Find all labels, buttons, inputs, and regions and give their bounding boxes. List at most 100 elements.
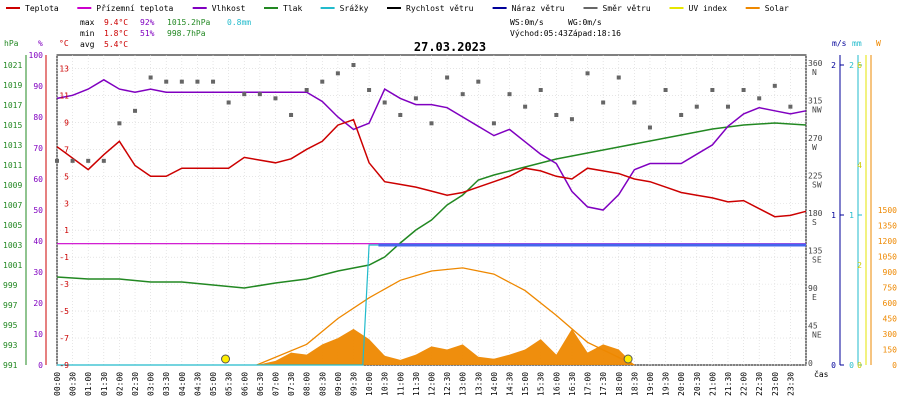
wind-direction-point [554, 113, 559, 117]
series-lines [56, 78, 807, 366]
pct-tick-label: 20 [33, 299, 43, 308]
wind-direction-point [55, 158, 59, 163]
solar-tick-label: 0 [892, 361, 897, 370]
solar-tick-label: 300 [883, 330, 898, 339]
wind-direction-point [616, 75, 621, 80]
solar-tick-label: 1200 [878, 237, 897, 246]
hpa-unit: hPa [4, 39, 19, 48]
legend-item: Směr větru [603, 4, 651, 13]
hpa-tick-label: 993 [3, 341, 18, 350]
time-tick-label: 10:30 [381, 372, 390, 396]
temp-unit: °C [59, 39, 69, 48]
time-tick-label: 05:00 [209, 372, 218, 396]
uv-marker [623, 354, 633, 364]
wind-direction-point [460, 92, 465, 97]
time-tick-label: 01:00 [84, 372, 93, 396]
wind-direction-point [304, 88, 309, 92]
time-tick-label: 08:30 [318, 372, 327, 396]
temp-tick-label: 1 [64, 226, 69, 235]
time-tick-label: 00:00 [53, 372, 62, 396]
solar-area [256, 328, 635, 365]
time-tick-label: 00:30 [69, 372, 78, 396]
mm-unit: mm [852, 39, 862, 48]
wind-direction-point [585, 71, 590, 76]
time-tick-label: 09:00 [334, 372, 343, 396]
x-axis-label: čas [814, 369, 829, 379]
time-tick-label: 23:30 [786, 372, 795, 396]
uv-tick-label: 4 [857, 161, 862, 170]
dir-tick-label: SW [812, 181, 822, 190]
solar-tick-label: 450 [883, 315, 898, 324]
dir-tick-label: S [812, 218, 817, 227]
wind-direction-point [148, 75, 153, 80]
time-tick-label: 04:00 [178, 372, 187, 396]
stat-max-temp: 9.4°C [104, 18, 128, 27]
dir-tick-label: SE [812, 256, 822, 265]
ms-tick-label: 0 [831, 361, 836, 370]
wind-direction-point [647, 125, 652, 130]
ms-tick-label: 1 [831, 211, 836, 220]
temp-tick-label: -9 [59, 361, 69, 370]
wind-direction-point [101, 158, 106, 163]
dir-tick-value: 45 [808, 322, 818, 331]
dir-tick-value: 180 [808, 209, 823, 218]
pct-tick-label: 60 [33, 175, 43, 184]
stat-avg-temp: 5.4°C [104, 40, 128, 49]
wind-direction-point [710, 88, 715, 92]
mm-tick-label: 1 [849, 211, 854, 220]
chart-title: 27.03.2023 [414, 40, 486, 54]
pct-tick-label: 100 [29, 51, 44, 60]
dir-tick-label: NE [812, 331, 822, 340]
time-tick-label: 03:00 [147, 372, 156, 396]
solar-tick-label: 750 [883, 284, 898, 293]
time-tick-label: 19:00 [646, 372, 655, 396]
uv-tick-label: 0 [857, 361, 862, 370]
legend-item: Přízemní teplota [96, 4, 173, 13]
temp-tick-label: -3 [59, 280, 69, 289]
hpa-tick-label: 1017 [3, 101, 22, 110]
wind-direction-point [601, 100, 606, 105]
time-tick-label: 06:00 [240, 372, 249, 396]
wind-direction-point [523, 104, 528, 109]
axes: 1021101910171015101310111009100710051003… [3, 39, 897, 396]
pct-tick-label: 40 [33, 237, 43, 246]
pct-tick-label: 70 [33, 144, 43, 153]
time-tick-label: 21:00 [708, 372, 717, 396]
time-tick-label: 06:30 [256, 372, 265, 396]
time-tick-label: 07:30 [287, 372, 296, 396]
time-tick-label: 15:30 [537, 372, 546, 396]
info-sunset: Západ:18:16 [568, 29, 621, 38]
time-tick-label: 02:30 [131, 372, 140, 396]
temp-tick-label: 7 [64, 145, 69, 154]
time-tick-label: 11:00 [396, 372, 405, 396]
solar-layer [256, 267, 635, 366]
wind-direction-point [772, 83, 777, 88]
plot-grid [56, 54, 807, 366]
dir-tick-label: W [812, 143, 817, 152]
time-tick-label: 04:30 [193, 372, 202, 396]
stat-max-hum: 92% [140, 18, 155, 27]
wind-direction-point [491, 121, 496, 126]
time-tick-label: 23:00 [771, 372, 780, 396]
legend-item: Srážky [340, 4, 369, 13]
legend-item: Teplota [25, 4, 59, 13]
wind-direction-point [195, 79, 200, 84]
time-tick-label: 17:30 [599, 372, 608, 396]
wind-direction-point [538, 88, 543, 92]
stat-min-label: min [80, 29, 95, 38]
temp-tick-label: 11 [59, 91, 69, 100]
time-tick-label: 15:00 [521, 372, 530, 396]
hpa-tick-label: 995 [3, 321, 18, 330]
pct-tick-label: 30 [33, 268, 43, 277]
time-tick-label: 07:00 [271, 372, 280, 396]
legend: Teplota Přízemní teplota Vlhkost Tlak Srážky… [6, 4, 789, 13]
dir-tick-value: 315 [808, 97, 823, 106]
time-tick-label: 19:30 [662, 372, 671, 396]
solar-tick-label: 150 [883, 346, 898, 355]
time-tick-label: 10:00 [365, 372, 374, 396]
dir-tick-value: 225 [808, 172, 823, 181]
uv-tick-label: 6 [857, 61, 862, 70]
wind-direction-point [663, 88, 668, 92]
dir-tick-value: 270 [808, 134, 823, 143]
hpa-tick-label: 991 [3, 361, 18, 370]
